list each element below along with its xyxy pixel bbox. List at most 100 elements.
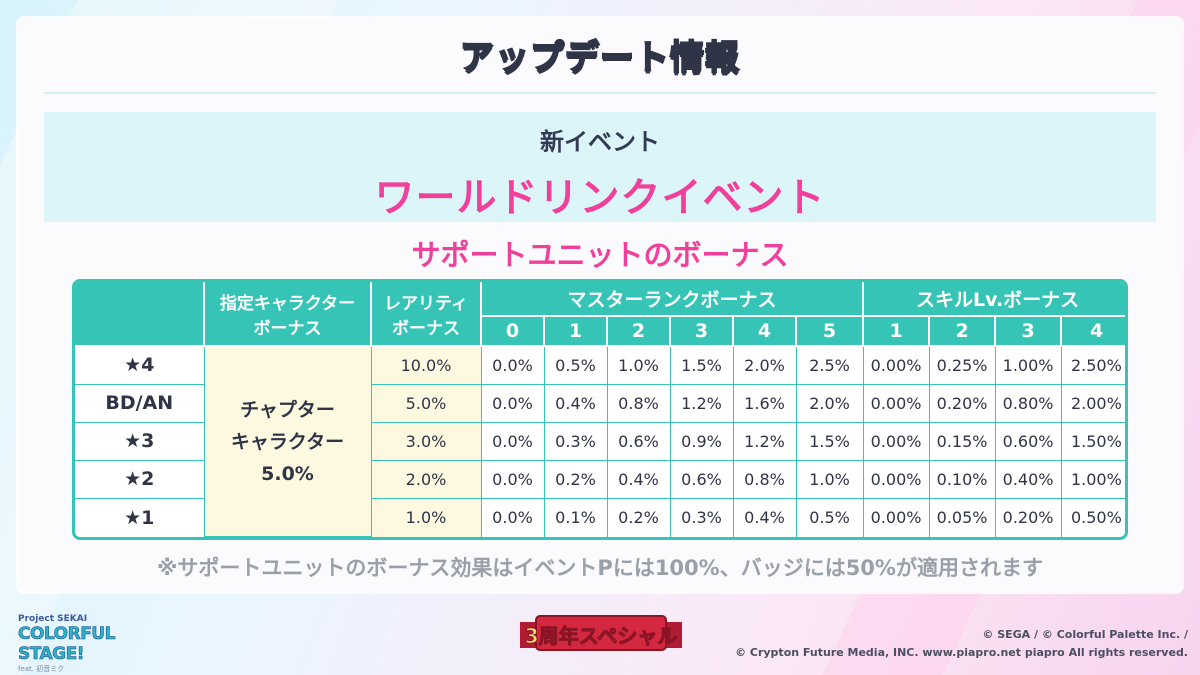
header-rarity-line2: ボーナス bbox=[392, 318, 460, 339]
event-banner bbox=[44, 112, 1156, 222]
master-rank-cell: 0.4% bbox=[607, 460, 671, 499]
skill-level-cell: 0.15% bbox=[929, 422, 996, 461]
master-rank-cell: 0.0% bbox=[481, 346, 545, 385]
footnote: ※サポートユニットのボーナス効果はイベントPには100%、バッジには50%が適用… bbox=[157, 556, 1043, 580]
header-master-level: 1 bbox=[544, 316, 608, 348]
skill-level-cell: 0.25% bbox=[929, 346, 996, 385]
copyright: © SEGA / © Colorful Palette Inc. / © Cry… bbox=[735, 626, 1188, 662]
master-rank-cell: 1.2% bbox=[670, 384, 734, 423]
bonus-table: 指定キャラクター ボーナス レアリティ ボーナス マスターランクボーナス スキル… bbox=[72, 279, 1128, 540]
logo-main-text: COLORFUL STAGE! bbox=[18, 624, 116, 665]
header-master-level: 4 bbox=[733, 316, 797, 348]
chapter-character-bonus: チャプターキャラクター 5.0% bbox=[204, 346, 372, 537]
skill-level-cell: 0.00% bbox=[863, 460, 930, 499]
game-logo: Project SEKAI COLORFUL STAGE! feat. 初音ミク bbox=[18, 614, 168, 673]
skill-level-cell: 1.50% bbox=[1061, 422, 1125, 461]
chapter-bonus-line: キャラクター bbox=[230, 430, 345, 453]
master-rank-cell: 1.2% bbox=[733, 422, 797, 461]
master-rank-cell: 1.5% bbox=[796, 422, 864, 461]
master-rank-cell: 1.0% bbox=[796, 460, 864, 499]
skill-level-cell: 0.00% bbox=[863, 346, 930, 385]
event-name: ワールドリンクイベント bbox=[374, 175, 826, 221]
chapter-bonus-line: 5.0% bbox=[261, 462, 314, 485]
anniversary-badge: 3周年スペシャル bbox=[520, 610, 682, 658]
rarity-bonus-cell: 10.0% bbox=[371, 346, 482, 385]
rarity-bonus-cell: 1.0% bbox=[371, 498, 482, 537]
anniversary-text: 3周年スペシャル bbox=[524, 624, 678, 649]
skill-level-cell: 0.00% bbox=[863, 498, 930, 537]
skill-level-cell: 1.00% bbox=[1061, 460, 1125, 499]
header-master-level: 3 bbox=[670, 316, 734, 348]
master-rank-cell: 0.0% bbox=[481, 384, 545, 423]
master-rank-cell: 2.0% bbox=[733, 346, 797, 385]
master-rank-cell: 1.6% bbox=[733, 384, 797, 423]
copyright-line1: © SEGA / © Colorful Palette Inc. / bbox=[982, 628, 1188, 641]
header-skill-level: スキルLv.ボーナス bbox=[863, 282, 1125, 318]
skill-level-cell: 0.80% bbox=[995, 384, 1062, 423]
skill-level-cell: 1.00% bbox=[995, 346, 1062, 385]
logo-project-text: Project SEKAI bbox=[18, 614, 88, 624]
rarity-bonus-cell: 5.0% bbox=[371, 384, 482, 423]
rarity-cell: ★2 bbox=[75, 460, 205, 499]
skill-level-cell: 2.00% bbox=[1061, 384, 1125, 423]
master-rank-cell: 0.8% bbox=[733, 460, 797, 499]
master-rank-cell: 0.0% bbox=[481, 498, 545, 537]
skill-level-cell: 0.00% bbox=[863, 384, 930, 423]
skill-level-cell: 0.10% bbox=[929, 460, 996, 499]
master-rank-cell: 0.2% bbox=[607, 498, 671, 537]
master-rank-cell: 0.4% bbox=[544, 384, 608, 423]
header-rarity-bonus: レアリティ ボーナス bbox=[371, 282, 482, 348]
master-rank-cell: 1.0% bbox=[607, 346, 671, 385]
header-master-level: 5 bbox=[796, 316, 865, 348]
master-rank-cell: 0.3% bbox=[670, 498, 734, 537]
skill-level-cell: 0.50% bbox=[1070, 508, 1122, 528]
master-rank-cell: 2.5% bbox=[796, 346, 864, 385]
master-rank-cell: 0.4% bbox=[733, 498, 797, 537]
logo-sub-text: feat. 初音ミク bbox=[18, 665, 65, 673]
header-master-level: 0 bbox=[481, 316, 545, 348]
header-designated-line2: ボーナス bbox=[253, 318, 322, 339]
master-rank-cell: 0.6% bbox=[607, 422, 671, 461]
header-designated-character: 指定キャラクター ボーナス bbox=[204, 282, 372, 348]
master-rank-cell: 0.5% bbox=[796, 498, 864, 537]
skill-level-cell: 2.50% bbox=[1061, 346, 1125, 385]
master-rank-cell: 0.8% bbox=[607, 384, 671, 423]
header-master-level: 2 bbox=[607, 316, 671, 348]
header-skill-level-number: 1 bbox=[863, 316, 931, 348]
skill-level-cell: 0.40% bbox=[995, 460, 1062, 499]
skill-level-cell: 0.00% bbox=[863, 422, 930, 461]
header-designated-line1: 指定キャラクター bbox=[219, 293, 356, 314]
rarity-bonus-cell: 2.0% bbox=[371, 460, 482, 499]
master-rank-cell: 0.0% bbox=[481, 422, 545, 461]
master-rank-cell: 0.9% bbox=[670, 422, 734, 461]
chapter-bonus-line: チャプター bbox=[240, 398, 335, 421]
master-rank-cell: 1.5% bbox=[670, 346, 734, 385]
master-rank-cell: 0.2% bbox=[544, 460, 608, 499]
skill-level-cell: 0.20% bbox=[995, 498, 1062, 537]
header-rarity-line1: レアリティ bbox=[384, 293, 468, 314]
master-rank-cell: 2.0% bbox=[796, 384, 864, 423]
copyright-line2: © Crypton Future Media, INC. www.piapro.… bbox=[735, 646, 1188, 659]
page-title: アップデート情報 bbox=[459, 37, 740, 79]
master-rank-cell: 0.3% bbox=[544, 422, 608, 461]
master-rank-cell: 0.0% bbox=[481, 460, 545, 499]
master-rank-cell: 0.6% bbox=[670, 460, 734, 499]
rarity-cell: ★3 bbox=[75, 422, 205, 461]
header-blank bbox=[75, 282, 205, 348]
header-skill-level-number: 4 bbox=[1061, 316, 1125, 348]
section-title: サポートユニットのボーナス bbox=[411, 238, 789, 272]
header-master-rank: マスターランクボーナス bbox=[481, 282, 865, 318]
rarity-cell: BD/AN bbox=[75, 384, 205, 423]
ribbon-icon bbox=[520, 615, 682, 651]
skill-level-cell: 0.60% bbox=[995, 422, 1062, 461]
title-divider bbox=[44, 92, 1156, 94]
master-rank-cell: 0.5% bbox=[544, 346, 608, 385]
rarity-bonus-cell: 3.0% bbox=[371, 422, 482, 461]
rarity-cell: ★4 bbox=[75, 346, 205, 385]
event-subtitle: 新イベント bbox=[540, 128, 660, 156]
master-rank-cell: 0.1% bbox=[544, 498, 608, 537]
header-skill-level-number: 2 bbox=[929, 316, 997, 348]
rarity-cell: ★1 bbox=[75, 498, 205, 537]
header-skill-level-number: 3 bbox=[995, 316, 1063, 348]
skill-level-cell: 0.20% bbox=[929, 384, 996, 423]
